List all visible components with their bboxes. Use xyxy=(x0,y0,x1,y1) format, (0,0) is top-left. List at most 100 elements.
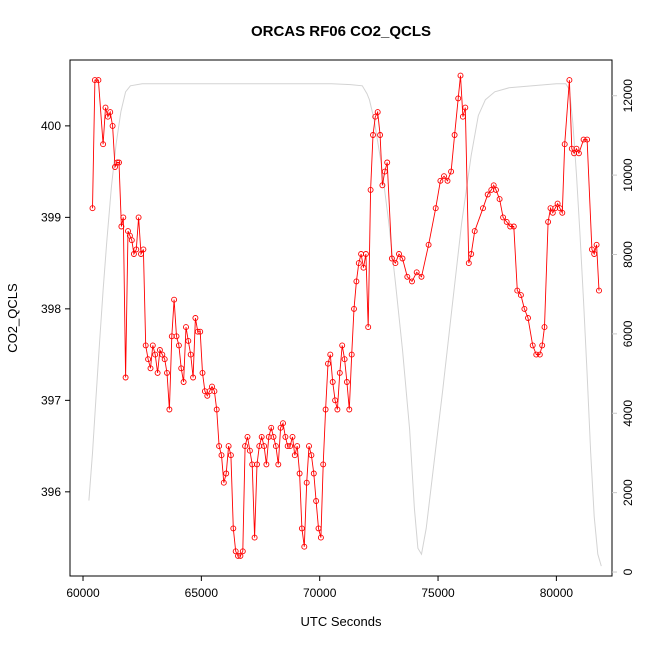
co2-point-marker xyxy=(332,397,339,404)
x-axis-tick-label: 65000 xyxy=(185,586,219,600)
y-axis-left-tick-label: 400 xyxy=(41,119,61,133)
co2-point-marker xyxy=(213,406,220,413)
co2-point-marker xyxy=(559,209,566,216)
co2-point-marker xyxy=(322,406,329,413)
y-axis-right-tick-label: 12000 xyxy=(621,79,635,113)
co2-point-marker xyxy=(109,122,116,129)
co2-point-marker xyxy=(142,342,149,349)
co2-point-marker xyxy=(465,260,472,267)
co2-point-marker xyxy=(441,173,447,180)
co2-point-marker xyxy=(413,269,420,276)
co2-point-marker xyxy=(183,324,189,331)
co2-point-marker xyxy=(591,251,598,257)
co2-point-marker xyxy=(343,379,350,385)
x-axis-tick-label: 70000 xyxy=(303,586,337,600)
co2-point-marker xyxy=(388,255,395,262)
co2-point-marker xyxy=(171,296,178,303)
co2-point-marker xyxy=(190,374,197,381)
co2-point-marker xyxy=(112,164,118,170)
co2-point-marker xyxy=(122,374,129,381)
co2-point-marker xyxy=(554,200,561,207)
co2-point-marker xyxy=(596,287,602,294)
co2-point-marker xyxy=(556,205,563,212)
co2-point-marker xyxy=(100,141,107,148)
co2-point-marker xyxy=(225,443,232,450)
co2-point-marker xyxy=(360,264,367,271)
co2-point-marker xyxy=(227,452,234,459)
co2-point-marker xyxy=(135,214,142,221)
y-axis-label: CO2_QCLS xyxy=(5,283,20,353)
co2-point-marker xyxy=(418,273,425,280)
co2-point-marker xyxy=(455,95,462,102)
co2-point-marker xyxy=(329,379,336,385)
co2-point-marker xyxy=(510,223,517,230)
co2-point-marker xyxy=(89,205,96,212)
co2-point-marker xyxy=(392,260,399,267)
co2-point-marker xyxy=(211,388,218,395)
plot-box xyxy=(69,59,613,577)
co2-point-marker xyxy=(313,498,320,504)
co2-point-marker xyxy=(107,109,114,116)
co2-point-marker xyxy=(409,278,415,285)
co2-point-marker xyxy=(525,315,531,321)
co2-point-marker xyxy=(133,246,140,253)
co2-point-marker xyxy=(584,136,591,143)
co2-point-marker xyxy=(370,132,376,138)
co2-point-marker xyxy=(246,447,253,454)
co2-point-marker xyxy=(521,305,528,312)
y-axis-right-tick-label: 0 xyxy=(621,568,635,575)
x-axis-tick-label: 80000 xyxy=(540,586,574,600)
co2-point-marker xyxy=(444,177,451,184)
co2-point-marker xyxy=(377,132,384,138)
co2-point-marker xyxy=(362,251,369,257)
co2-point-marker xyxy=(180,379,187,385)
co2-point-marker xyxy=(272,443,279,450)
co2-point-marker xyxy=(451,132,458,138)
y-axis-left-tick-label: 399 xyxy=(41,210,61,224)
co2-point-marker xyxy=(284,443,291,450)
co2-point-marker xyxy=(541,324,548,331)
co2-point-marker xyxy=(500,214,507,221)
co2-point-marker xyxy=(399,255,406,262)
y-axis-right-tick-label: 2000 xyxy=(621,479,635,506)
co2-point-marker xyxy=(471,228,478,235)
co2-point-marker xyxy=(425,241,432,248)
co2-point-marker xyxy=(536,351,543,358)
co2-point-marker xyxy=(230,525,237,532)
co2-point-marker xyxy=(197,328,204,335)
co2-point-marker xyxy=(152,351,159,358)
co2-point-marker xyxy=(258,433,265,440)
co2-point-marker xyxy=(187,351,194,358)
y-axis-right-tick-label: 6000 xyxy=(621,320,635,347)
co2-point-marker xyxy=(218,452,225,459)
co2-point-marker xyxy=(381,168,388,175)
co2-point-marker xyxy=(355,260,362,267)
co2-point-marker xyxy=(353,278,360,285)
co2-point-marker xyxy=(192,315,199,321)
co2-point-marker xyxy=(244,433,251,440)
co2-point-marker xyxy=(372,113,379,120)
co2-point-marker xyxy=(325,360,331,367)
co2-point-marker xyxy=(379,182,386,189)
co2-point-marker xyxy=(216,443,223,450)
y-axis-right-tick-label: 4000 xyxy=(621,400,635,427)
co2-point-marker xyxy=(459,113,466,120)
x-axis-tick-label: 75000 xyxy=(421,586,455,600)
co2-point-marker xyxy=(291,452,298,459)
co2-point-marker xyxy=(289,433,296,440)
co2-point-marker xyxy=(159,351,166,358)
co2-point-marker xyxy=(185,337,192,344)
co2-point-marker xyxy=(496,196,503,203)
co2-point-marker xyxy=(384,159,391,166)
co2-point-marker xyxy=(254,461,260,468)
co2-point-marker xyxy=(232,548,239,555)
co2-point-marker xyxy=(282,433,289,440)
y-axis-left-tick-label: 397 xyxy=(41,393,61,407)
co2-point-marker xyxy=(178,365,185,372)
co2-point-marker xyxy=(138,251,144,257)
co2-point-marker xyxy=(102,104,109,111)
co2-point-marker xyxy=(114,159,121,166)
co2-point-marker xyxy=(261,443,268,450)
co2-point-marker xyxy=(199,369,206,376)
co2-point-marker xyxy=(320,461,327,468)
